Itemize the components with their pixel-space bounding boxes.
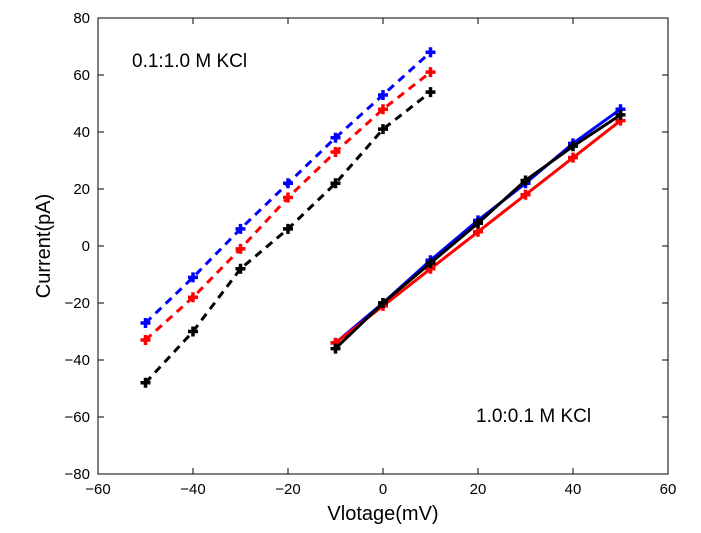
data-point-marker	[188, 326, 198, 337]
data-point-marker	[520, 175, 531, 186]
data-point-marker	[283, 223, 293, 234]
annotation-top-left: 0.1:1.0 M KCl	[132, 51, 247, 72]
data-point-marker	[378, 298, 388, 308]
y-tick-label: 0	[82, 238, 90, 255]
data-point-marker	[235, 243, 246, 254]
data-point-marker	[235, 263, 246, 274]
data-point-marker	[283, 178, 293, 189]
data-point-marker	[425, 47, 436, 58]
data-point-marker	[473, 218, 483, 229]
data-point-marker	[330, 146, 341, 157]
y-tick-label: −60	[65, 409, 90, 426]
data-point-marker	[473, 226, 483, 237]
y-tick-label: 80	[73, 10, 90, 27]
data-point-marker	[140, 317, 151, 328]
data-point-marker	[568, 152, 578, 163]
data-point-marker	[188, 272, 198, 283]
data-point-marker	[188, 292, 198, 303]
y-tick-label: 60	[73, 67, 90, 84]
data-point-marker	[140, 377, 151, 388]
data-point-marker	[520, 189, 531, 200]
data-point-marker	[425, 67, 436, 78]
data-point-marker	[330, 132, 341, 143]
x-tick-label: −60	[85, 481, 110, 498]
y-tick-label: −20	[65, 295, 90, 312]
data-series	[140, 47, 626, 388]
data-point-marker	[425, 87, 436, 98]
data-point-marker	[425, 258, 436, 269]
data-point-marker	[140, 335, 151, 346]
data-point-marker	[235, 223, 246, 234]
y-tick-label: 20	[73, 181, 90, 198]
x-tick-label: 60	[660, 481, 677, 498]
x-tick-label: −40	[180, 481, 205, 498]
x-tick-label: 40	[565, 481, 582, 498]
data-point-marker	[330, 178, 341, 189]
annotation-bottom-right: 1.0:0.1 M KCl	[476, 406, 591, 427]
x-tick-label: −20	[275, 481, 300, 498]
data-point-marker	[615, 109, 626, 120]
y-axis-label: Current(pA)	[33, 194, 55, 298]
y-tick-label: 40	[73, 124, 90, 141]
data-point-marker	[378, 89, 388, 100]
data-point-marker	[378, 104, 388, 115]
y-tick-label: −40	[65, 352, 90, 369]
x-tick-label: 20	[470, 481, 487, 498]
x-tick-label: 0	[379, 481, 387, 498]
data-point-marker	[378, 124, 388, 135]
x-axis-label: Vlotage(mV)	[327, 503, 438, 525]
y-tick-label: −80	[65, 466, 90, 483]
data-point-marker	[568, 141, 578, 152]
data-point-marker	[283, 192, 293, 203]
data-point-marker	[330, 343, 341, 354]
